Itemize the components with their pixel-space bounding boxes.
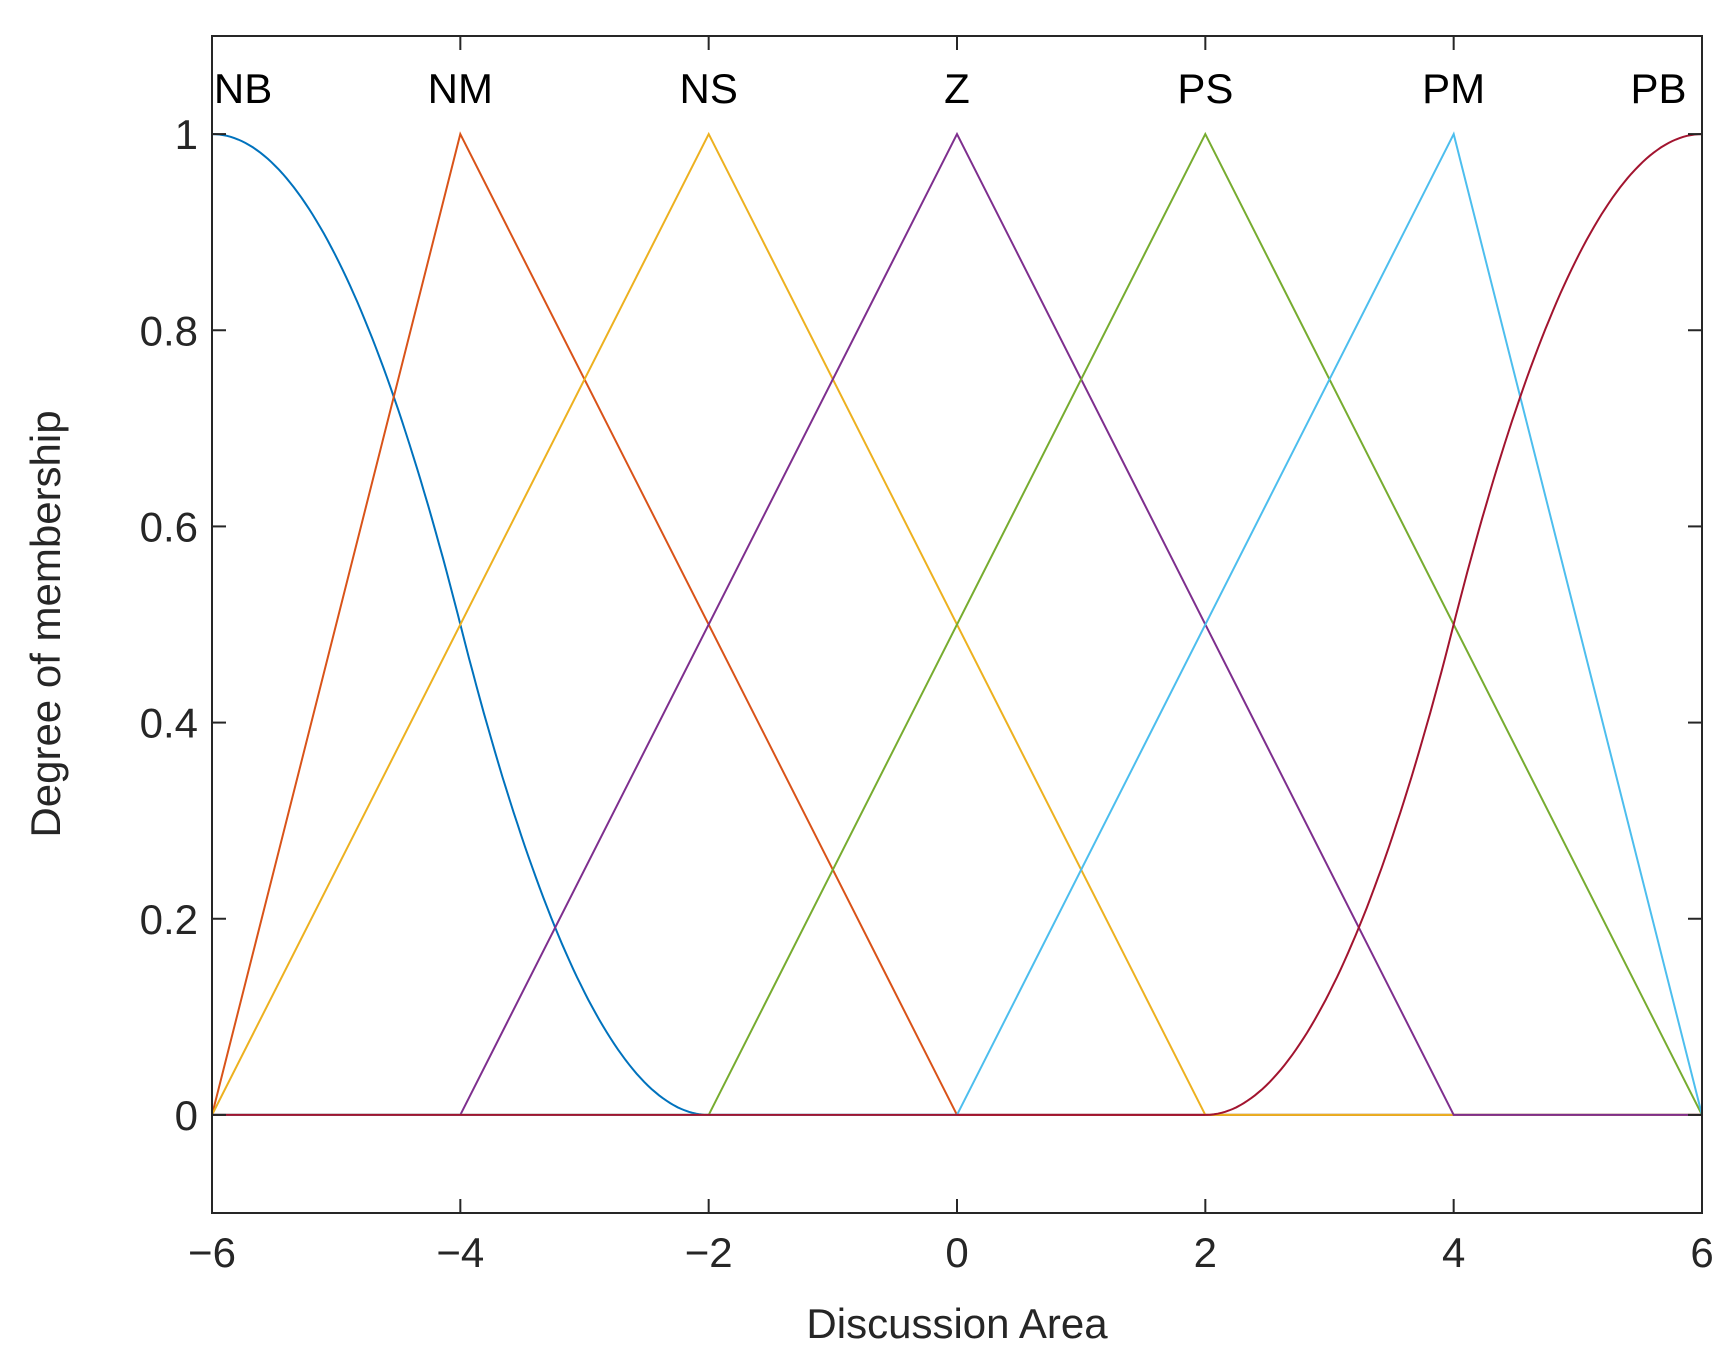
y-axis-label: Degree of membership <box>22 410 69 837</box>
y-tick-label: 0.4 <box>140 700 198 747</box>
y-tick-label: 1 <box>175 111 198 158</box>
x-tick-label: −2 <box>685 1229 733 1276</box>
x-tick-label: 0 <box>945 1229 968 1276</box>
mf-label-z: Z <box>944 65 970 112</box>
y-tick-label: 0.2 <box>140 896 198 943</box>
tick-layer: −6 −4 −2 0 2 4 6 0 0.2 0.4 0.6 0.8 1 <box>140 36 1714 1276</box>
annotation-layer: NB NM NS Z PS PM PB <box>214 65 1687 112</box>
x-tick-label: 4 <box>1442 1229 1465 1276</box>
series-line-ps <box>212 131 1703 1116</box>
mf-label-nm: NM <box>428 65 493 112</box>
x-tick-label: 6 <box>1690 1229 1713 1276</box>
x-tick-label: −6 <box>188 1229 236 1276</box>
mf-label-pb: PB <box>1631 65 1687 112</box>
mf-label-nb: NB <box>214 65 272 112</box>
y-tick-label: 0 <box>175 1092 198 1139</box>
x-axis-label: Discussion Area <box>806 1300 1108 1347</box>
x-tick-label: −4 <box>436 1229 484 1276</box>
x-tick-label: 2 <box>1194 1229 1217 1276</box>
y-tick-label: 0.6 <box>140 503 198 550</box>
series-layer <box>211 131 1703 1116</box>
mf-label-ns: NS <box>679 65 737 112</box>
mf-label-pm: PM <box>1422 65 1485 112</box>
series-line-pb <box>212 133 1703 1116</box>
y-tick-label: 0.8 <box>140 307 198 354</box>
mf-label-ps: PS <box>1177 65 1233 112</box>
